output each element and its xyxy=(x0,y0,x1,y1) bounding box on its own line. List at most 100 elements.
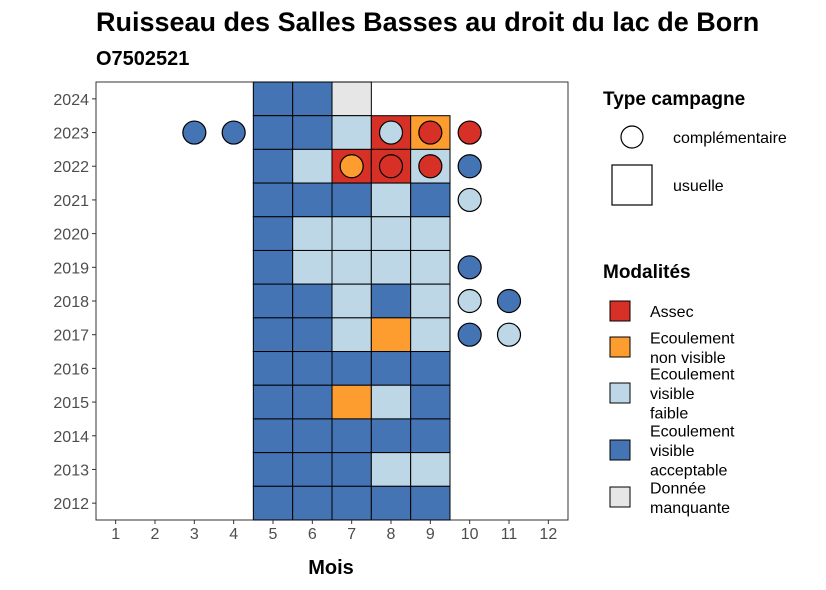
complementaire-point xyxy=(457,154,482,179)
y-tick-label: 2018 xyxy=(53,294,89,311)
complementaire-point xyxy=(457,187,482,213)
y-tick-label: 2023 xyxy=(53,126,89,143)
complementaire-point xyxy=(339,154,364,179)
heatmap-cell xyxy=(370,283,412,319)
heatmap-cell xyxy=(331,249,372,285)
heatmap-cell xyxy=(370,418,412,454)
complementaire-point xyxy=(221,120,246,145)
y-tick-label: 2012 xyxy=(53,496,89,513)
heatmap-cell xyxy=(370,216,412,251)
heatmap-cell xyxy=(252,351,294,386)
heatmap-cell xyxy=(252,148,294,184)
heatmap-cell xyxy=(331,283,372,319)
heatmap-cell xyxy=(331,115,372,150)
x-tick-label: 3 xyxy=(190,526,199,543)
heatmap-cell xyxy=(292,418,333,454)
complementaire-point xyxy=(418,154,443,179)
heatmap-cell xyxy=(252,283,294,319)
complementaire-point xyxy=(182,120,207,145)
heatmap-cell xyxy=(252,216,294,251)
x-tick-label: 10 xyxy=(461,526,479,543)
heatmap-cell xyxy=(331,182,372,218)
heatmap-cell xyxy=(331,317,372,353)
heatmap-cell xyxy=(410,317,451,353)
x-tick-label: 5 xyxy=(269,526,278,543)
heatmap-cell xyxy=(252,81,294,117)
heatmap-cell xyxy=(370,485,412,521)
x-tick-label: 8 xyxy=(387,526,396,543)
legend-modalite-label: Donnée manquante xyxy=(650,480,730,517)
heatmap-cell xyxy=(252,317,294,353)
chart-title: Ruisseau des Salles Basses au droit du l… xyxy=(96,7,759,37)
heatmap-cell xyxy=(410,249,451,285)
y-tick-label: 2015 xyxy=(53,395,89,412)
heatmap-cell xyxy=(370,351,412,386)
heatmap-cell xyxy=(410,418,451,454)
heatmap-cell xyxy=(252,485,294,521)
chart-subtitle: O7502521 xyxy=(96,48,189,70)
legend-color-key xyxy=(609,486,631,508)
heatmap-cell xyxy=(292,452,333,487)
heatmap-cell xyxy=(252,418,294,454)
y-axis: 2012 2013 2014 2015 2016 2017 2018 2019 2020 2021… xyxy=(53,92,96,513)
heatmap-cell xyxy=(292,351,333,386)
y-tick-label: 2016 xyxy=(53,361,89,378)
heatmap-cell xyxy=(370,452,412,487)
complementaire-point xyxy=(378,154,404,179)
complementaire-point xyxy=(457,255,482,280)
legend-type-label: complémentaire xyxy=(673,130,787,147)
usuelle-cells xyxy=(252,81,451,521)
y-tick-label: 2021 xyxy=(53,193,89,210)
heatmap-cell xyxy=(292,115,333,150)
legend-type-title: Type campagne xyxy=(603,89,745,110)
heatmap-cell xyxy=(252,452,294,487)
legend-color-key xyxy=(609,336,631,358)
complementaire-point xyxy=(378,120,404,145)
legend-type-campagne: Type campagne complémentaire usuelle xyxy=(603,89,787,206)
heatmap-cell xyxy=(410,182,451,218)
legend-color-key xyxy=(609,439,631,461)
heatmap-cell xyxy=(331,384,372,420)
heatmap-cell xyxy=(252,384,294,420)
y-tick-label: 2024 xyxy=(53,92,89,109)
heatmap-cell xyxy=(292,216,333,251)
heatmap-cell xyxy=(410,384,451,420)
heatmap-cell xyxy=(331,452,372,487)
heatmap-cell xyxy=(331,485,372,521)
legend-modalite-label: Ecoulement non visible xyxy=(650,330,735,367)
complementaire-point xyxy=(418,120,443,145)
complementaire-point xyxy=(457,322,482,347)
y-tick-label: 2020 xyxy=(53,227,89,244)
heatmap-cell xyxy=(331,216,372,251)
heatmap-cell xyxy=(370,317,412,353)
x-axis-title: Mois xyxy=(308,557,354,579)
complementaire-point xyxy=(457,288,482,314)
heatmap-cell xyxy=(410,452,451,487)
y-tick-label: 2019 xyxy=(53,260,89,277)
heatmap-cell xyxy=(370,384,412,420)
x-tick-label: 11 xyxy=(501,526,518,543)
complementaire-point xyxy=(496,288,522,314)
x-tick-label: 7 xyxy=(347,526,356,543)
heatmap-cell xyxy=(292,182,333,218)
x-tick-label: 1 xyxy=(111,526,120,543)
heatmap-cell xyxy=(331,351,372,386)
legend-square-key xyxy=(611,164,653,206)
heatmap-cell xyxy=(331,418,372,454)
x-tick-label: 9 xyxy=(426,526,435,543)
y-tick-label: 2013 xyxy=(53,462,89,479)
x-tick-label: 2 xyxy=(151,526,160,543)
y-tick-label: 2022 xyxy=(53,159,89,176)
heatmap-cell xyxy=(292,148,333,184)
heatmap-cell xyxy=(252,182,294,218)
x-tick-label: 6 xyxy=(308,526,317,543)
legend-modalite-label: Assec xyxy=(650,304,694,321)
legend-color-key xyxy=(609,300,631,322)
heatmap-cell xyxy=(331,81,372,117)
heatmap-cell xyxy=(292,317,333,353)
legend-circle-key xyxy=(620,125,644,149)
x-axis: 1 2 3 4 5 6 7 8 9 10 11 12 xyxy=(111,520,557,543)
y-tick-label: 2017 xyxy=(53,328,89,345)
complementaire-points xyxy=(182,120,522,347)
